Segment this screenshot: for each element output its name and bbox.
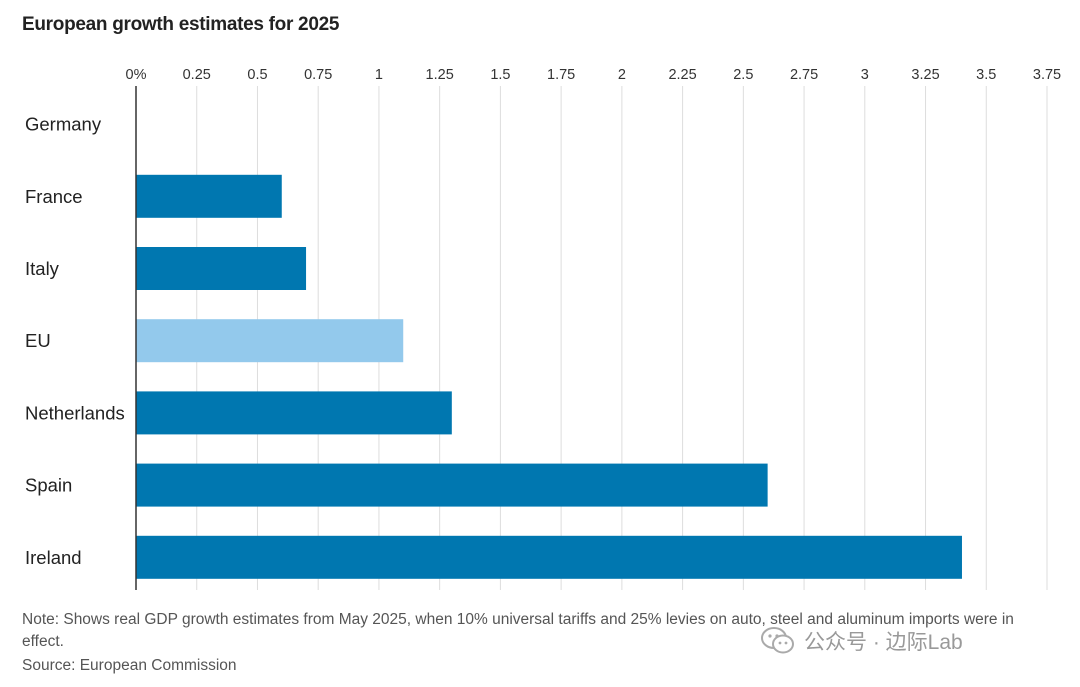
x-tick-label: 3 [861,67,869,83]
x-tick-label: 0.5 [247,67,267,83]
bar [136,463,768,507]
category-label: Italy [25,258,60,279]
x-tick-label: 3.75 [1033,67,1061,83]
category-label: Spain [25,475,72,496]
watermark-text: 公众号 · 边际Lab [804,631,963,654]
x-tick-label: 1 [375,67,383,83]
x-tick-label: 0.25 [183,67,211,83]
bar-chart: 0% 0.25 0.5 0.75 1 1.25 1.5 1.75 2 2.25 2.5 2.75 3 3.… [25,67,1061,590]
category-label: Ireland [25,547,82,568]
chart-title: European growth estimates for 2025 [22,14,340,35]
bar [136,174,282,218]
x-tick-label: 2.75 [790,67,818,83]
x-tick-label: 2.5 [733,67,753,83]
x-tick-label: 1.25 [426,67,454,83]
chart-source: Source: European Commission [22,657,237,674]
x-tick-label: 1.5 [490,67,510,83]
x-tick-label: 1.75 [547,67,575,83]
bar [136,535,962,579]
category-label: EU [25,330,51,351]
category-label: Germany [25,114,102,135]
chart-note: Note: Shows real GDP growth estimates fr… [22,611,1014,650]
category-label: France [25,186,83,207]
category-label: Netherlands [25,402,125,423]
bar [136,319,404,363]
x-tick-label: 3.25 [911,67,939,83]
bar [136,391,452,435]
x-tick-label: 0% [126,67,147,83]
bar [136,247,307,290]
x-tick-label: 2 [618,67,626,83]
x-tick-label: 3.5 [976,67,996,83]
x-tick-label: 0.75 [304,67,332,83]
wechat-icon [761,627,794,654]
x-tick-label: 2.25 [668,67,696,83]
watermark: 公众号 · 边际Lab [760,626,963,656]
